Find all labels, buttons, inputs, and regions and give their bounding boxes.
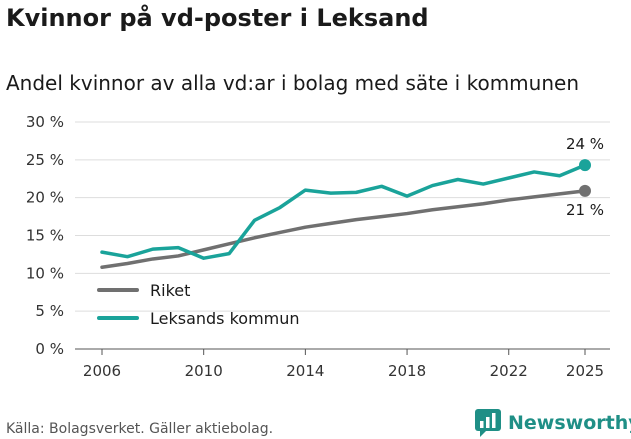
y-axis-ticks: 0 % 5 % 10 % 15 % 20 % 25 % 30 % [26,113,64,358]
legend-label-riket: Riket [150,281,190,300]
x-tick-label: 2006 [83,362,121,380]
end-labels: 21 % 24 % [566,135,604,219]
x-tick-label: 2025 [566,362,604,380]
x-tick-label: 2022 [490,362,528,380]
bar-chart-speech-icon [475,409,501,437]
x-tick-label: 2018 [388,362,426,380]
y-tick-label: 30 % [26,113,64,131]
x-axis-ticks: 2006 2010 2014 2018 2022 2025 [83,349,604,380]
end-point-riket [579,184,591,197]
y-tick-label: 25 % [26,151,64,169]
legend: Riket Leksands kommun [97,281,300,328]
series-lines [100,159,591,270]
y-tick-label: 20 % [26,189,64,207]
x-tick-label: 2014 [286,362,324,380]
chart-title: Kvinnor på vd-poster i Leksand [6,4,429,32]
end-point-leksand [579,159,591,172]
y-tick-label: 15 % [26,227,64,245]
y-tick-label: 0 % [35,340,64,358]
end-label-leksand: 24 % [566,135,604,153]
chart-subtitle: Andel kvinnor av alla vd:ar i bolag med … [6,71,579,95]
y-tick-label: 5 % [35,302,64,320]
legend-label-leksand: Leksands kommun [150,309,300,328]
series-line-leksand [100,163,587,260]
end-label-riket: 21 % [566,201,604,219]
newsworthy-logo: Newsworthy [475,409,631,437]
x-tick-label: 2010 [185,362,223,380]
grid-lines [75,121,610,350]
y-tick-label: 10 % [26,264,64,282]
brand-name: Newsworthy [508,412,631,434]
series-line-riket [100,189,587,270]
source-note: Källa: Bolagsverket. Gäller aktiebolag. [6,421,274,437]
